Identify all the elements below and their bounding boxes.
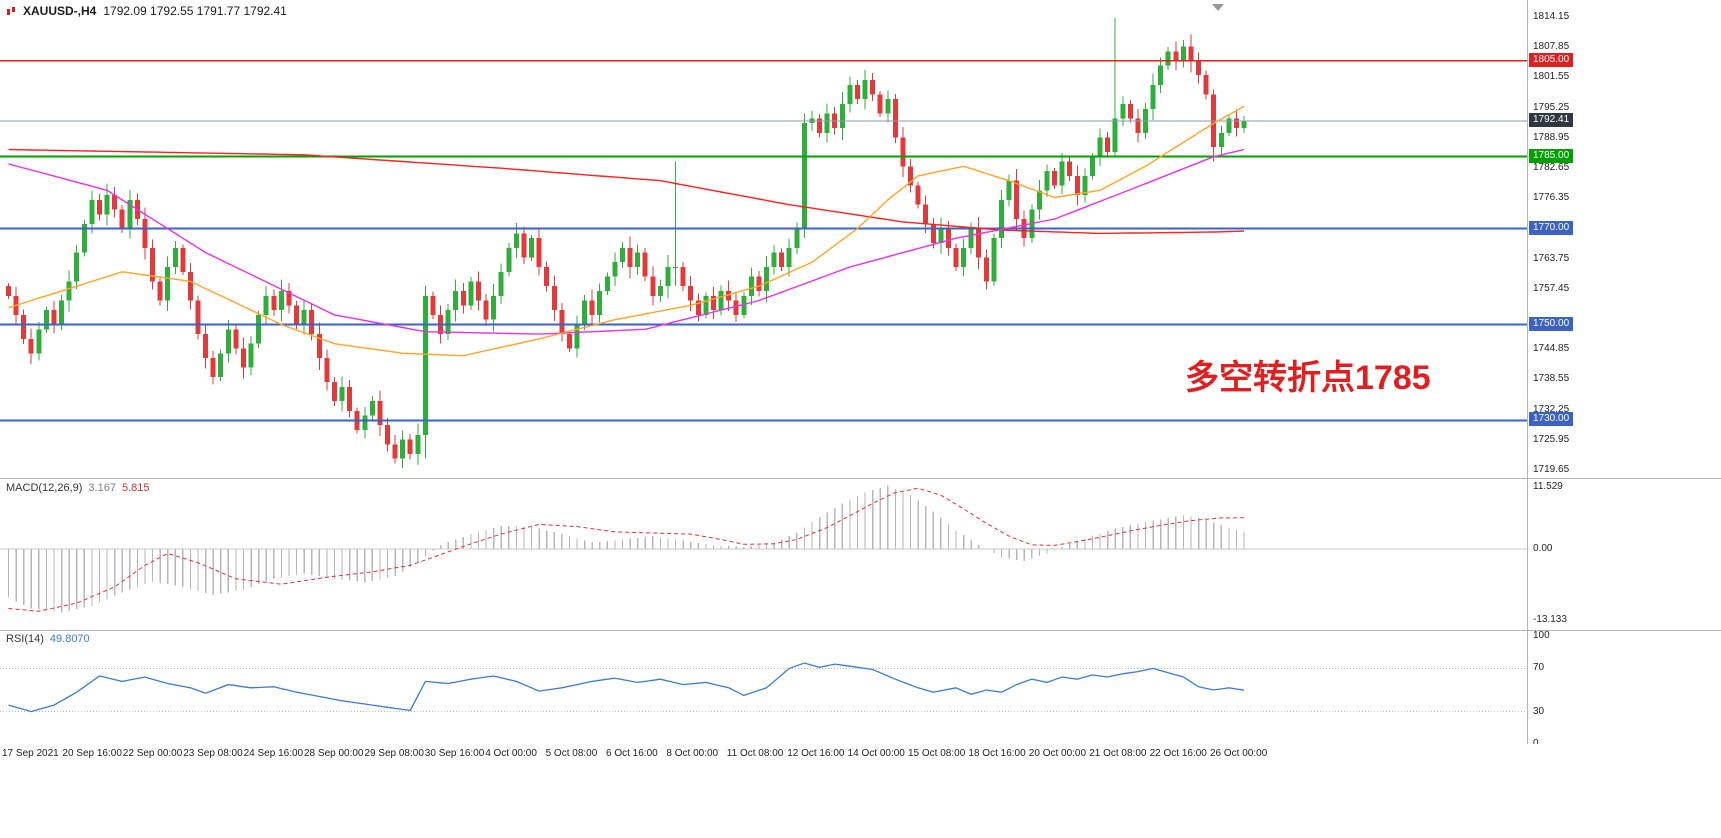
time-label: 20 Sep 16:00 [62,748,122,759]
price-tick: 1807.85 [1533,41,1570,53]
time-label: 4 Oct 00:00 [485,748,537,759]
price-tick: 1738.55 [1533,373,1570,385]
price-scale-border [1527,0,1528,744]
price-chart-svg [0,4,1527,468]
rsi-line [8,662,1245,713]
rsi-tick: 100 [1533,630,1550,641]
ma-slow-red [8,148,1245,235]
symbol-timeframe: XAUUSD-,H4 [23,4,97,18]
time-label: 6 Oct 16:00 [606,748,658,759]
macd-tick: 0.00 [1533,543,1553,555]
macd-histogram [7,485,1245,613]
panel-separator[interactable] [0,630,1721,631]
chart-icon [6,6,16,16]
rsi-panel[interactable] [0,630,1527,744]
macd-signal-value: 5.815 [121,482,150,494]
time-label: 11 Oct 08:00 [726,748,784,759]
price-chart-panel[interactable] [0,0,1527,478]
time-label: 14 Oct 00:00 [847,748,905,759]
price-tick: 1814.15 [1533,11,1570,22]
macd-tick: 11.529 [1533,481,1563,492]
rsi-svg [0,662,1527,713]
price-tag-1785.00[interactable]: 1785.00 [1529,148,1574,163]
rsi-name: RSI(14) [6,633,44,645]
price-tag-1770.00[interactable]: 1770.00 [1529,220,1574,235]
macd-label: MACD(12,26,9) 3.167 5.815 [6,482,149,494]
price-tick: 1763.75 [1533,252,1570,264]
ohlc-values: 1792.09 1792.55 1791.77 1792.41 [103,4,287,18]
rsi-tick: 70 [1533,662,1545,674]
time-label: 5 Oct 08:00 [545,748,598,759]
price-tick: 1719.65 [1533,464,1570,475]
price-tag-1730.00[interactable]: 1730.00 [1529,412,1574,427]
macd-svg [0,485,1527,613]
time-label: 8 Oct 00:00 [666,748,719,759]
time-label: 30 Sep 16:00 [424,748,485,759]
time-label: 24 Sep 16:00 [243,748,304,759]
candles[interactable] [6,17,1247,468]
price-tag-1805.00[interactable]: 1805.00 [1529,52,1574,67]
rsi-tick: 30 [1533,705,1545,717]
time-label: 21 Oct 08:00 [1089,748,1147,759]
price-tick: 1757.45 [1533,282,1570,294]
price-tick: 1795.25 [1533,101,1570,113]
price-scale[interactable]: 1814.15 1807.85 1801.55 1795.25 1788.95 1782.… [1528,0,1721,749]
horizontal-level-lines[interactable] [0,60,1527,422]
time-label: 26 Oct 00:00 [1210,748,1268,759]
ma-fast-orange [8,105,1245,357]
time-label: 12 Oct 16:00 [787,748,845,759]
time-label: 17 Sep 2021 [2,748,59,759]
ma-mid-magenta [8,148,1245,335]
rsi-value: 49.8070 [49,633,90,645]
macd-name: MACD(12,26,9) [6,482,83,494]
time-label: 22 Sep 00:00 [122,748,183,759]
time-label: 22 Oct 16:00 [1149,748,1207,759]
time-label: 18 Oct 16:00 [968,748,1026,759]
price-tick: 1776.35 [1533,192,1570,204]
time-label: 28 Sep 00:00 [304,748,364,759]
macd-main-value: 3.167 [88,482,116,494]
rsi-tick: 0 [1533,738,1539,749]
time-label: 23 Sep 08:00 [183,748,243,759]
price-tick: 1801.55 [1533,71,1570,83]
price-tick: 1744.85 [1533,343,1570,355]
chart-shift-marker-icon[interactable] [1212,4,1224,11]
price-tick: 1732.25 [1533,403,1570,415]
time-label: 29 Sep 08:00 [364,748,424,759]
price-tick: 1788.95 [1533,131,1570,143]
macd-panel[interactable] [0,478,1527,630]
symbol-header: XAUUSD-,H4 1792.09 1792.55 1791.77 1792.… [6,4,287,18]
time-label: 20 Oct 00:00 [1028,748,1087,759]
price-tick: 1725.95 [1533,433,1570,445]
macd-tick: -13.133 [1533,614,1567,625]
price-tick: 1782.65 [1533,162,1570,173]
rsi-label: RSI(14) 49.8070 [6,633,90,645]
price-tag-1750.00[interactable]: 1750.00 [1529,316,1574,331]
time-label: 15 Oct 08:00 [908,748,966,759]
price-tag-1792.41: 1792.41 [1529,113,1574,128]
panel-separator[interactable] [0,478,1721,479]
chart-annotation-text[interactable]: 多空转折点1785 [1185,359,1431,397]
macd-signal-line [8,487,1244,612]
time-scale[interactable]: 17 Sep 2021 20 Sep 16:00 22 Sep 00:00 23 Se… [0,744,1721,766]
